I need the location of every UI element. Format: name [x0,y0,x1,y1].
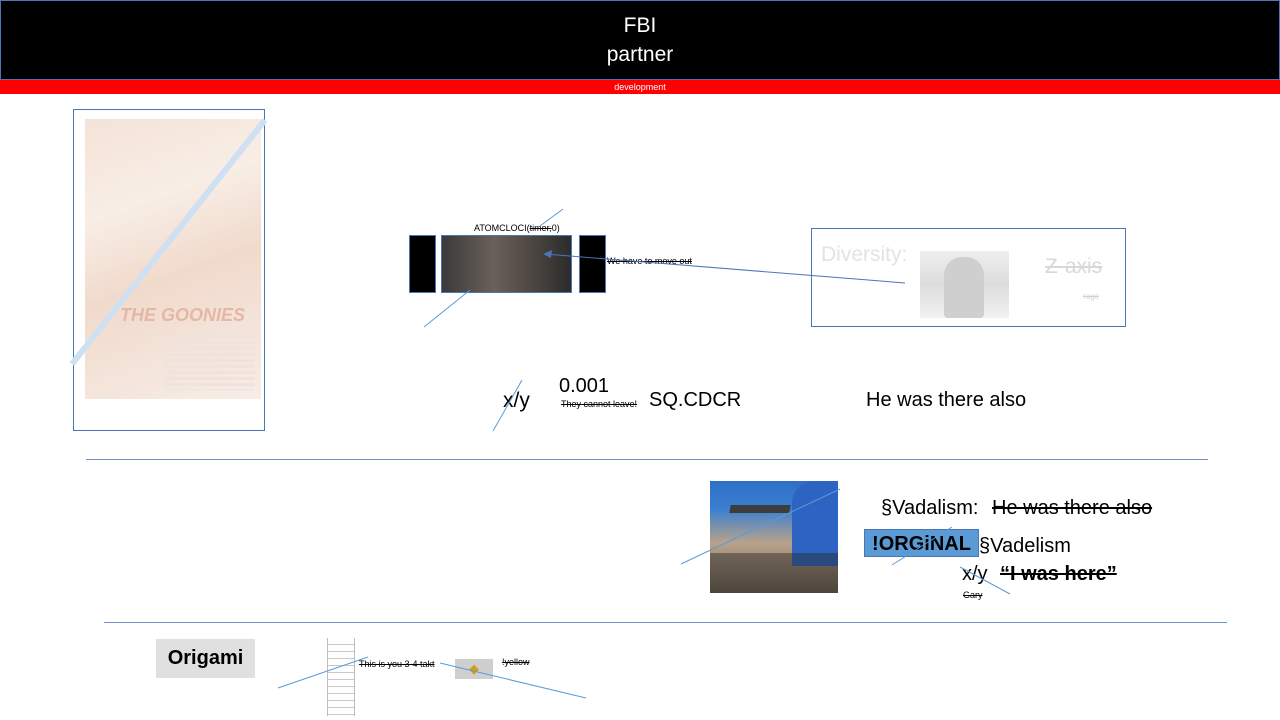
vandelism-label: §Vadelism [979,535,1071,557]
diversity-label: Diversity: [821,243,908,266]
divider-line [104,622,1227,623]
vandalism-strike-text: He was there also [992,497,1153,519]
value-label: 0.001 [559,375,610,397]
red-banner [0,80,1280,94]
connector-line [539,208,564,227]
connector-line [439,662,587,699]
yellow-note: !yellow [502,657,530,667]
film-caption: ATOMCLOCI(timer,0) [474,223,560,233]
chain-graphic [327,638,355,716]
film-caption-prefix: ATOMCLOCI( [474,223,530,233]
original-button[interactable]: !ORGiNAL [864,529,979,557]
move-out-note: We have to move out [607,256,692,266]
connector-line [680,488,841,565]
divider-line [86,459,1208,460]
poster-frame[interactable] [73,109,265,431]
blue-structure [792,481,838,566]
rage-label: rage [1083,292,1100,301]
page-title: FBI [623,14,657,37]
title-bar [0,0,1280,80]
quote-strike: “I was here” [1000,563,1117,585]
origami-label[interactable]: Origami [156,639,255,678]
ground-shadow [710,553,838,593]
banner-text: development [614,82,666,92]
poster-credits [165,335,255,390]
vandalism-label: §Vadalism: [881,497,979,519]
poster-title-art: THE GOONIES [120,305,246,325]
code-label: SQ.CDCR [649,389,742,411]
yellow-origami-icon[interactable]: ◆ [455,659,493,679]
film-frame-right [579,235,606,293]
diversity-box[interactable] [811,228,1126,327]
xy-label-2: x/y [962,563,988,585]
page-subtitle: partner [606,43,674,66]
connector-line [277,656,369,689]
connector-line [492,379,523,432]
connector-line [891,526,953,566]
poster-diagonal-line [69,118,268,366]
connector-line [959,566,1011,595]
statement-text: He was there also [866,389,1027,411]
arrow-head [543,250,552,258]
person-figure [944,257,984,318]
z-axis-label: Z-axis [1045,255,1103,278]
xy-label: x/y [503,389,530,412]
film-caption-strike: timer, [529,223,552,233]
takt-note: This is you 3-4 takt [359,659,435,669]
arrow-line [544,253,906,284]
connector-line [423,289,471,328]
signature: Gary [963,590,983,600]
film-frame-left [409,235,436,293]
film-still-image[interactable] [441,235,572,293]
film-caption-suffix: 0) [551,223,560,233]
cannot-leave-note: They cannot leave! [561,399,638,409]
